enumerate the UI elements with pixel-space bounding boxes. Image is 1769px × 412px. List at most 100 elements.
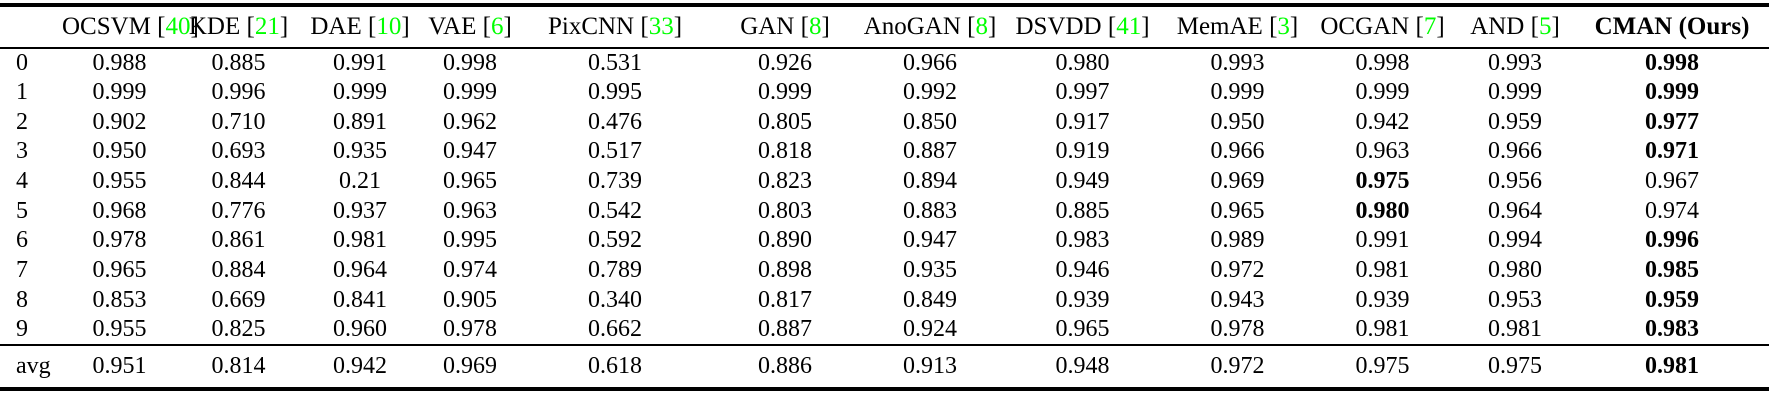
table-cell: 0.817: [758, 286, 812, 313]
row-label: 9: [16, 316, 28, 343]
table-cell: 0.710: [211, 108, 266, 135]
citation-ref[interactable]: 6: [490, 13, 504, 40]
column-name: PixCNN: [547, 13, 635, 40]
table-row: 5 0.968 0.776 0.937 0.963 0.542 0.803 0.883 0.88…: [0, 196, 1769, 226]
citation-ref[interactable]: 21: [254, 13, 280, 40]
table-cell: 0.998: [1645, 49, 1699, 76]
table-cell: 0.998: [1355, 49, 1410, 76]
citation-bracket-open: [: [482, 13, 491, 40]
table-cell: 0.960: [333, 316, 387, 343]
table-cell: 0.935: [333, 138, 387, 165]
table-cell: 0.951: [62, 343, 177, 389]
table-cell: 0.981: [1355, 257, 1410, 284]
table-cell: 0.739: [588, 168, 642, 195]
table-cell: 0.917: [1055, 108, 1110, 135]
citation-ref[interactable]: 8: [975, 13, 988, 40]
citation-ref[interactable]: 7: [1423, 13, 1437, 40]
citation-bracket-open: [: [1269, 13, 1278, 40]
citation-ref[interactable]: 33: [648, 13, 674, 40]
table-cell: 0.974: [1645, 197, 1699, 224]
row-label: 5: [16, 197, 28, 224]
citation-bracket-open: [: [1107, 13, 1117, 40]
table-cell: 0.942: [300, 343, 420, 389]
table-cell: 0.969: [420, 343, 520, 389]
column-name: AND: [1470, 13, 1525, 40]
table-cell: 0.902: [92, 108, 147, 135]
avg-row: avg 0.951 0.814 0.942 0.969 0.618 0.886 0.913 0.…: [0, 343, 1769, 389]
table-cell: 0.998: [443, 49, 497, 76]
table-cell: 0.946: [1055, 257, 1110, 284]
table-cell: 0.947: [903, 227, 957, 254]
citation-bracket-open: [: [157, 13, 166, 40]
table-cell: 0.997: [1055, 79, 1110, 106]
table-cell: 0.965: [92, 257, 147, 284]
table-cell: 0.965: [1055, 316, 1110, 343]
citation-bracket-close: ]: [1289, 13, 1299, 40]
column-header: DAE [10]: [300, 5, 420, 49]
table-cell: 0.943: [1210, 286, 1265, 313]
table-cell: 0.999: [92, 79, 147, 106]
citation-ref[interactable]: 8: [808, 13, 822, 40]
table-cell: 0.966: [1488, 138, 1542, 165]
column-header: DSVDD [41]: [1000, 5, 1165, 49]
table-cell: 0.963: [443, 197, 497, 224]
results-table: OCSVM [40] KDE [21] DAE [10] VAE [6] PixCNN …: [0, 3, 1769, 391]
table-cell: 0.953: [1488, 286, 1542, 313]
table-cell: 0.981: [333, 227, 387, 254]
table-cell: 0.971: [1645, 138, 1699, 165]
table-cell: 0.962: [443, 108, 497, 135]
table-cell: 0.980: [1055, 49, 1110, 76]
row-label: avg: [0, 343, 62, 389]
table-cell: 0.21: [339, 168, 381, 195]
table-cell: 0.887: [758, 316, 812, 343]
table-cell: 0.955: [92, 316, 147, 343]
table-cell: 0.853: [92, 286, 147, 313]
column-header: OCGAN [7]: [1310, 5, 1455, 49]
corner-cell: [0, 5, 62, 49]
citation-ref[interactable]: 41: [1116, 13, 1142, 40]
table-cell: 0.898: [758, 257, 812, 284]
citation-bracket-open: [: [800, 13, 809, 40]
table-cell: 0.814: [177, 343, 300, 389]
table-cell: 0.972: [1165, 343, 1310, 389]
column-header: GAN [8]: [710, 5, 860, 49]
table-cell: 0.978: [92, 227, 147, 254]
table-cell: 0.618: [520, 343, 710, 389]
table-cell: 0.939: [1055, 286, 1110, 313]
table-cell: 0.823: [758, 168, 812, 195]
table-cell: 0.996: [1645, 227, 1699, 254]
citation-bracket-close: ]: [673, 13, 683, 40]
citation-bracket-close: ]: [987, 13, 997, 40]
table-cell: 0.950: [92, 138, 147, 165]
table-cell: 0.964: [1488, 197, 1542, 224]
citation-ref[interactable]: 40: [165, 13, 191, 40]
citation-bracket-open: [: [246, 13, 255, 40]
column-header: OCSVM [40]: [62, 5, 199, 49]
table-cell: 0.844: [211, 168, 266, 195]
table-cell: 0.885: [1055, 197, 1110, 224]
table-cell: 0.825: [211, 316, 266, 343]
row-label: 2: [16, 108, 28, 135]
citation-bracket-close: ]: [279, 13, 289, 40]
table-cell: 0.913: [860, 343, 1000, 389]
table-row: 4 0.955 0.844 0.21 0.965 0.739 0.823 0.894 0.949…: [0, 167, 1769, 197]
table-cell: 0.977: [1645, 108, 1699, 135]
column-header: MemAE [3]: [1165, 5, 1310, 49]
table-row: 6 0.978 0.861 0.981 0.995 0.592 0.890 0.947 0.98…: [0, 226, 1769, 256]
table-cell: 0.991: [333, 49, 387, 76]
citation-ref[interactable]: 5: [1538, 13, 1552, 40]
table-cell: 0.965: [443, 168, 497, 195]
table-cell: 0.967: [1645, 168, 1699, 195]
table-cell: 0.947: [443, 138, 497, 165]
table-cell: 0.999: [443, 79, 497, 106]
table-cell: 0.662: [588, 316, 642, 343]
table-cell: 0.964: [333, 257, 387, 284]
table-cell: 0.883: [903, 197, 957, 224]
column-header: KDE [21]: [177, 5, 300, 49]
table-cell: 0.531: [588, 49, 642, 76]
column-header: PixCNN [33]: [520, 5, 710, 49]
citation-ref[interactable]: 10: [376, 13, 402, 40]
citation-ref[interactable]: 3: [1277, 13, 1290, 40]
column-header: VAE [6]: [420, 5, 520, 49]
table-cell: 0.988: [92, 49, 147, 76]
